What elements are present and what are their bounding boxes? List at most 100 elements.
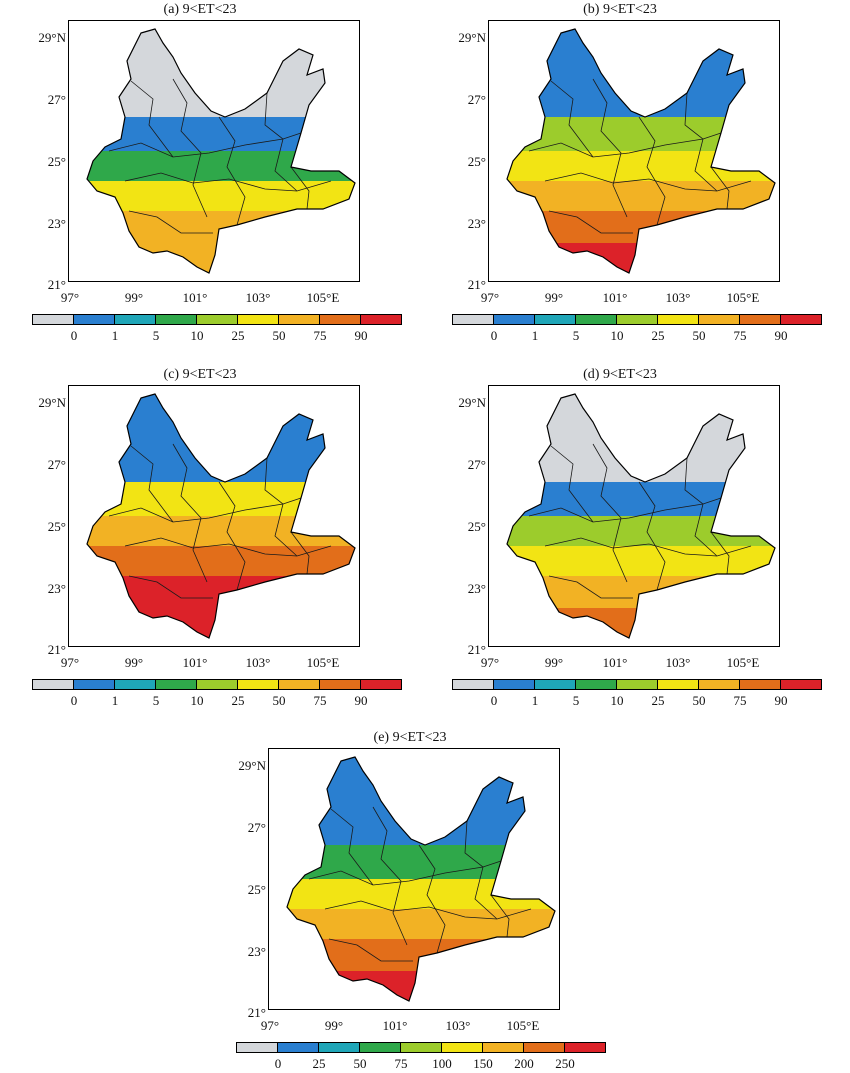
colorbar-swatch bbox=[699, 680, 740, 689]
lat-label: 23° bbox=[467, 581, 486, 596]
colorbar-swatch bbox=[483, 1043, 524, 1052]
lon-label: 105°E bbox=[726, 290, 760, 305]
panel-d: (d) 9<ET<23 29°N 27° 25° 23° 21° 97° 99°… bbox=[420, 365, 822, 710]
lon-label: 101° bbox=[382, 1018, 408, 1033]
value-band bbox=[87, 576, 355, 608]
prefecture-boundary bbox=[710, 531, 730, 575]
colorbar-tick: 10 bbox=[610, 693, 624, 708]
prefecture-boundary bbox=[264, 457, 298, 557]
colorbar-swatch bbox=[238, 680, 279, 689]
colorbar-swatch bbox=[576, 680, 617, 689]
colorbar bbox=[32, 314, 402, 325]
map-frame bbox=[68, 385, 360, 647]
panel-title: (e) 9<ET<23 bbox=[373, 730, 447, 745]
colorbar-tick: 150 bbox=[473, 1056, 493, 1071]
colorbar-tick: 200 bbox=[514, 1056, 534, 1071]
lon-label: 101° bbox=[182, 290, 208, 305]
value-band bbox=[87, 151, 355, 181]
colorbar-swatch bbox=[156, 680, 197, 689]
colorbar-tick: 50 bbox=[692, 693, 706, 708]
colorbar-tick: 5 bbox=[152, 328, 160, 343]
province-outline bbox=[286, 756, 556, 1002]
colorbar-tick: 1 bbox=[111, 693, 119, 708]
colorbar-tick: 75 bbox=[733, 328, 747, 343]
colorbar-swatch bbox=[115, 315, 156, 324]
lat-label: 23° bbox=[247, 944, 266, 959]
lat-label: 25° bbox=[247, 882, 266, 897]
colorbar-swatch bbox=[279, 680, 320, 689]
colorbar-swatch bbox=[33, 680, 74, 689]
colorbar-swatch bbox=[565, 1043, 605, 1052]
colorbar-swatch bbox=[617, 315, 658, 324]
lat-label: 23° bbox=[47, 581, 66, 596]
lat-label: 23° bbox=[47, 216, 66, 231]
prefecture-boundary bbox=[490, 894, 510, 938]
colorbar-swatch bbox=[279, 315, 320, 324]
lat-label: 21° bbox=[47, 642, 66, 657]
map-frame bbox=[488, 20, 780, 282]
prefecture-boundary bbox=[710, 166, 730, 210]
prefecture-boundary bbox=[128, 210, 213, 234]
colorbar bbox=[452, 679, 822, 690]
colorbar-swatch bbox=[535, 680, 576, 689]
prefecture-boundary bbox=[684, 92, 718, 192]
value-band bbox=[87, 117, 355, 151]
value-band bbox=[87, 181, 355, 211]
value-band bbox=[287, 845, 555, 879]
yunnan-map bbox=[286, 756, 556, 1002]
colorbar bbox=[32, 679, 402, 690]
yunnan-map bbox=[506, 28, 776, 274]
colorbar-tick: 50 bbox=[692, 328, 706, 343]
yunnan-map bbox=[86, 393, 356, 639]
lon-label: 99° bbox=[544, 290, 564, 305]
prefecture-boundary bbox=[290, 166, 310, 210]
colorbar-tick: 5 bbox=[152, 693, 160, 708]
lon-label: 97° bbox=[60, 290, 80, 305]
lat-label: 25° bbox=[47, 154, 66, 169]
map-frame bbox=[268, 748, 560, 1010]
panel-e: (e) 9<ET<23 29°N 27° 25° 23° 21° 97° 99°… bbox=[210, 728, 610, 1073]
value-band bbox=[507, 29, 775, 117]
lat-label: 29°N bbox=[458, 395, 486, 410]
colorbar-swatch bbox=[238, 315, 279, 324]
province-outline bbox=[86, 393, 356, 639]
value-band bbox=[287, 939, 555, 971]
colorbar-tick: 10 bbox=[190, 328, 204, 343]
colorbar-swatch bbox=[361, 315, 401, 324]
colorbar-swatch bbox=[197, 680, 238, 689]
value-band bbox=[507, 117, 775, 151]
colorbar-swatch bbox=[453, 680, 494, 689]
lat-label: 27° bbox=[247, 820, 266, 835]
lon-label: 103° bbox=[245, 655, 271, 670]
value-band bbox=[87, 394, 355, 482]
prefecture-boundary bbox=[418, 844, 446, 954]
colorbar-tick: 50 bbox=[272, 693, 286, 708]
value-band bbox=[87, 243, 355, 273]
prefecture-boundary bbox=[548, 210, 633, 234]
colorbar-swatch bbox=[617, 680, 658, 689]
colorbar-tick: 75 bbox=[733, 693, 747, 708]
value-band bbox=[507, 181, 775, 211]
panel-b: (b) 9<ET<23 29°N 27° 25° 23° 21° 97° 99°… bbox=[420, 0, 822, 345]
value-band bbox=[507, 151, 775, 181]
colorbar-tick: 90 bbox=[354, 693, 368, 708]
colorbar-tick: 100 bbox=[432, 1056, 452, 1071]
colorbar-tick: 0 bbox=[490, 328, 498, 343]
value-band bbox=[507, 482, 775, 516]
lon-label: 97° bbox=[480, 655, 500, 670]
prefecture-boundary bbox=[550, 80, 594, 158]
prefecture-boundary bbox=[464, 820, 498, 920]
value-band bbox=[287, 971, 555, 1001]
colorbar-swatch bbox=[115, 680, 156, 689]
colorbar-swatch bbox=[781, 680, 821, 689]
colorbar-tick: 90 bbox=[774, 693, 788, 708]
prefecture-boundary bbox=[372, 806, 408, 946]
lon-label: 97° bbox=[260, 1018, 280, 1033]
colorbar-swatch bbox=[576, 315, 617, 324]
lat-label: 25° bbox=[467, 519, 486, 534]
colorbar-tick: 90 bbox=[354, 328, 368, 343]
lon-label: 99° bbox=[124, 290, 144, 305]
colorbar-swatch bbox=[442, 1043, 483, 1052]
colorbar-swatch bbox=[401, 1043, 442, 1052]
value-band bbox=[87, 482, 355, 516]
